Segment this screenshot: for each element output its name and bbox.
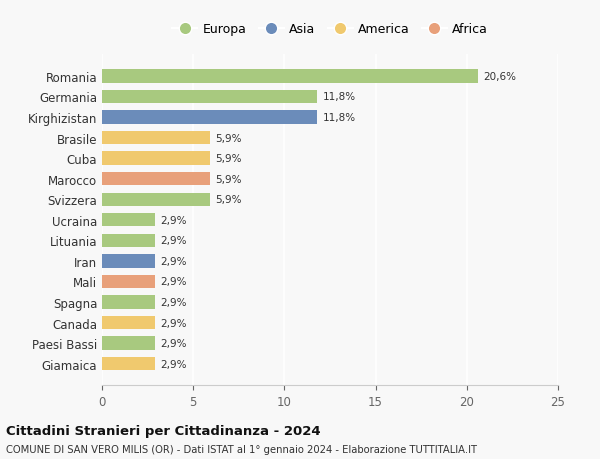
Text: 2,9%: 2,9% (160, 338, 187, 348)
Text: Cittadini Stranieri per Cittadinanza - 2024: Cittadini Stranieri per Cittadinanza - 2… (6, 425, 320, 437)
Legend: Europa, Asia, America, Africa: Europa, Asia, America, Africa (167, 18, 493, 41)
Bar (102, 213, 155, 227)
Text: 5,9%: 5,9% (215, 195, 242, 205)
Bar (102, 337, 155, 350)
Text: 20,6%: 20,6% (483, 72, 516, 82)
Bar (102, 70, 478, 84)
Text: 2,9%: 2,9% (160, 277, 187, 287)
Text: 11,8%: 11,8% (323, 113, 356, 123)
Bar (102, 193, 209, 207)
Text: 2,9%: 2,9% (160, 236, 187, 246)
Bar (102, 316, 155, 330)
Text: 5,9%: 5,9% (215, 133, 242, 143)
Text: 5,9%: 5,9% (215, 154, 242, 164)
Bar (102, 152, 209, 165)
Bar (102, 173, 209, 186)
Bar (102, 132, 209, 145)
Text: 2,9%: 2,9% (160, 297, 187, 308)
Text: COMUNE DI SAN VERO MILIS (OR) - Dati ISTAT al 1° gennaio 2024 - Elaborazione TUT: COMUNE DI SAN VERO MILIS (OR) - Dati IST… (6, 444, 477, 454)
Text: 11,8%: 11,8% (323, 92, 356, 102)
Text: 2,9%: 2,9% (160, 359, 187, 369)
Bar (102, 357, 155, 370)
Bar (102, 234, 155, 247)
Bar (102, 90, 317, 104)
Text: 5,9%: 5,9% (215, 174, 242, 185)
Bar (102, 111, 317, 124)
Bar (102, 275, 155, 289)
Bar (102, 255, 155, 268)
Text: 2,9%: 2,9% (160, 256, 187, 266)
Text: 2,9%: 2,9% (160, 215, 187, 225)
Text: 2,9%: 2,9% (160, 318, 187, 328)
Bar (102, 296, 155, 309)
